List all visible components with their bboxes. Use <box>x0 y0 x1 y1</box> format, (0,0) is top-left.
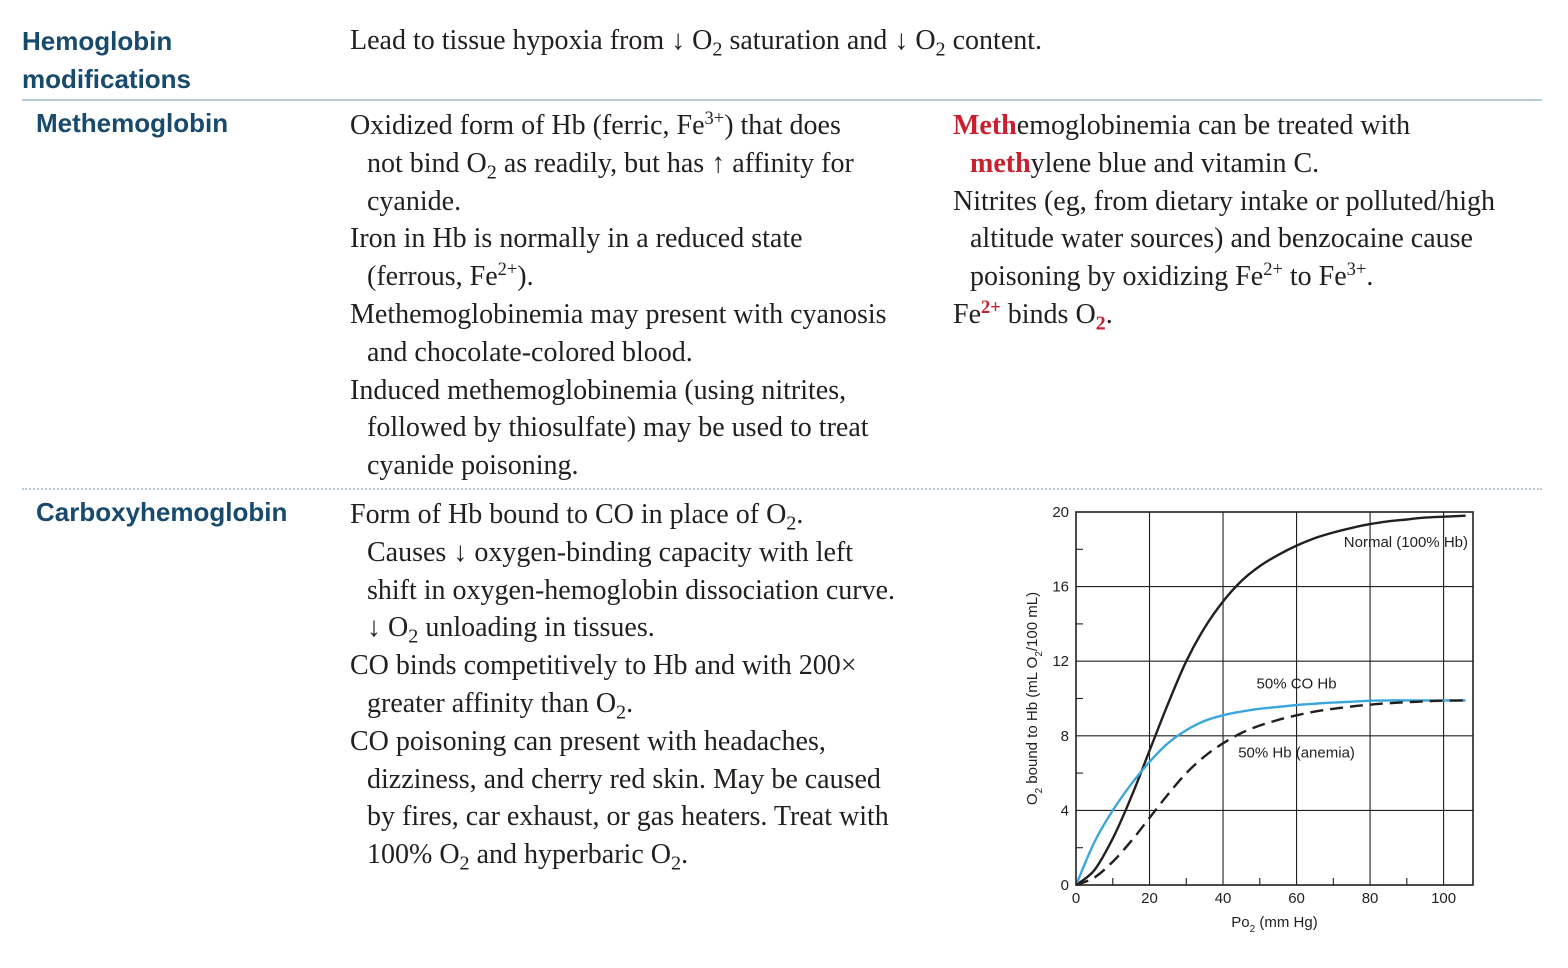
o2-text: O <box>908 25 936 56</box>
down-arrow-icon: ↓ <box>367 612 381 644</box>
x-tick-label: 80 <box>1362 890 1379 907</box>
y-tick-label: 20 <box>1052 504 1069 521</box>
chart-svg: 0 20 40 60 80 100 0 4 8 12 16 20 Normal (100% Hb) 5… <box>1024 504 1474 935</box>
header-divider <box>22 99 1542 101</box>
section-title-line2: modifications <box>22 64 192 94</box>
x-tick-label: 0 <box>1072 890 1080 907</box>
section-intro: Lead to tissue hypoxia from ↓ O2 saturat… <box>350 22 1042 60</box>
row-divider <box>22 488 1542 490</box>
y-tick-label: 4 <box>1061 802 1069 819</box>
down-arrow-icon: ↓ <box>894 25 909 56</box>
y-tick-label: 8 <box>1061 728 1069 745</box>
y-tick-label: 12 <box>1052 653 1069 670</box>
paragraph: Oxidized form of Hb (ferric, Fe3+) that … <box>350 107 854 217</box>
methemoglobin-title: Methemoglobin <box>36 108 229 138</box>
x-tick-label: 40 <box>1215 890 1232 907</box>
paragraph: Induced methemoglobinemia (using nitrite… <box>350 374 869 482</box>
up-arrow-icon: ↑ <box>711 147 726 179</box>
paragraph: Fe2+ binds O2. <box>953 296 1113 335</box>
series-line-co <box>1074 699 1466 886</box>
down-arrow-icon: ↓ <box>671 25 686 56</box>
series-label-anemia: 50% Hb (anemia) <box>1238 745 1355 762</box>
intro-text: Lead to tissue hypoxia from <box>350 25 672 56</box>
chart-grid <box>1076 512 1473 885</box>
x-axis-label: Po2 (mm Hg) <box>1231 914 1317 935</box>
paragraph: CO poisoning can present with headaches,… <box>350 725 889 875</box>
x-tick-label: 100 <box>1431 890 1456 907</box>
paragraph: Form of Hb bound to CO in place of O2. Ca… <box>350 499 896 648</box>
methemoglobin-description: Oxidized form of Hb (ferric, Fe3+) that … <box>350 107 887 485</box>
chart-frame <box>1075 511 1474 886</box>
series-label-co: 50% CO Hb <box>1257 676 1337 693</box>
intro-text: saturation and <box>722 25 895 56</box>
y-axis-label: O2 bound to Hb (mL O2/100 mL) <box>1024 592 1045 805</box>
x-tick-label: 60 <box>1288 890 1305 907</box>
section-title-line1: Hemoglobin <box>22 26 173 56</box>
chart-series <box>1074 514 1466 887</box>
section-title: Hemoglobin modifications <box>22 22 191 98</box>
paragraph: Methemoglobinemia may present with cyano… <box>350 298 887 368</box>
y-tick-label: 0 <box>1061 877 1069 894</box>
paragraph: Iron in Hb is normally in a reduced stat… <box>350 223 803 293</box>
x-tick-label: 20 <box>1141 890 1158 907</box>
paragraph: Nitrites (eg, from dietary intake or pol… <box>953 185 1495 293</box>
down-arrow-icon: ↓ <box>453 536 468 568</box>
o2-dissociation-chart: 0 20 40 60 80 100 0 4 8 12 16 20 Normal (100% Hb) 5… <box>1010 495 1530 950</box>
y-tick-label: 16 <box>1052 579 1069 596</box>
o2-text: O <box>685 25 713 56</box>
intro-text: content. <box>945 25 1043 56</box>
paragraph: Methemoglobinemia can be treated with met… <box>953 110 1411 179</box>
chart-ticks: 0 20 40 60 80 100 0 4 8 12 16 20 <box>1052 504 1456 907</box>
methemoglobin-notes: Methemoglobinemia can be treated with met… <box>953 107 1495 334</box>
series-line-anemia <box>1075 699 1466 887</box>
series-label-normal: Normal (100% Hb) <box>1344 534 1468 551</box>
paragraph: CO binds competitively to Hb and with 20… <box>350 650 857 724</box>
carboxyhemoglobin-description: Form of Hb bound to CO in place of O2. Ca… <box>350 496 895 874</box>
subscript: 2 <box>935 38 946 61</box>
subscript: 2 <box>712 38 723 61</box>
carboxyhemoglobin-title: Carboxyhemoglobin <box>36 497 288 527</box>
